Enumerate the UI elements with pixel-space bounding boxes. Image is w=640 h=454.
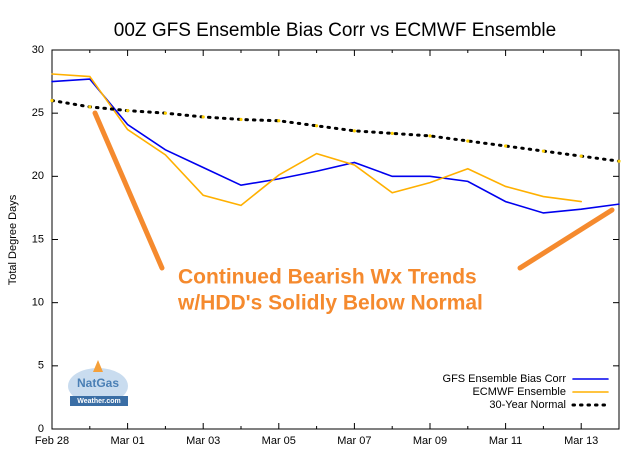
legend-label: ECMWF Ensemble	[472, 386, 566, 398]
series-line	[50, 99, 621, 163]
y-axis-label: Total Degree Days	[7, 194, 19, 285]
legend-label: 30-Year Normal	[489, 399, 566, 411]
y-tick-label: 30	[32, 44, 44, 56]
x-tick-label: Mar 11	[489, 435, 522, 447]
logo-cloud	[68, 368, 128, 404]
series-line	[51, 78, 620, 214]
y-tick-label: 15	[32, 233, 44, 245]
point-marker	[126, 109, 130, 113]
annotation: Continued Bearish Wx Trends	[178, 266, 477, 289]
series-line	[51, 73, 582, 207]
point-marker	[315, 124, 319, 128]
y-tick-label: 10	[32, 297, 44, 309]
point-marker	[201, 115, 205, 119]
arrow	[92, 110, 165, 271]
point-marker	[50, 98, 54, 103]
x-tick-label: Mar 03	[186, 435, 220, 447]
arrow	[517, 207, 615, 271]
point-marker	[352, 129, 356, 133]
annotation: w/HDD's Solidly Below Normal	[177, 292, 483, 315]
y-tick-label: 5	[38, 360, 44, 372]
logo-text: Weather.com	[77, 398, 120, 405]
x-tick-label: Mar 05	[262, 435, 296, 447]
logo: NatGas Weather.com	[68, 360, 128, 406]
x-tick-label: Feb 28	[35, 435, 69, 447]
logo-band	[70, 396, 128, 406]
point-marker	[428, 134, 432, 138]
logo-text: NatGas	[77, 376, 119, 390]
y-tick-label: 0	[38, 423, 44, 435]
point-marker	[466, 139, 470, 143]
point-marker	[163, 111, 167, 115]
logo-flame	[93, 360, 103, 372]
point-marker	[541, 149, 546, 153]
x-tick-label: Mar 09	[413, 435, 447, 447]
x-tick-label: Mar 13	[564, 435, 598, 447]
point-marker	[277, 119, 281, 123]
point-marker	[390, 131, 394, 135]
y-tick-label: 20	[32, 170, 44, 182]
x-tick-label: Mar 07	[337, 435, 371, 447]
arrows	[92, 110, 615, 271]
chart-title: 00Z GFS Ensemble Bias Corr vs ECMWF Ense…	[114, 20, 556, 41]
point-marker	[579, 154, 583, 158]
point-marker	[617, 159, 621, 163]
point-marker	[88, 105, 92, 109]
point-marker	[239, 117, 243, 122]
point-marker	[504, 144, 508, 148]
legend-label: GFS Ensemble Bias Corr	[443, 373, 567, 385]
x-tick-label: Mar 01	[110, 435, 144, 447]
y-tick-label: 25	[32, 107, 44, 119]
